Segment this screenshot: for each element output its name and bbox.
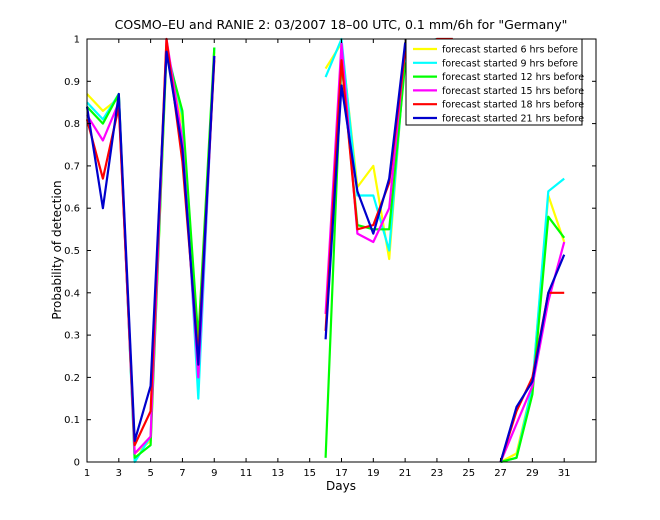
legend-label: forecast started 6 hrs before [442, 45, 578, 56]
x-tick-label: 21 [399, 468, 412, 479]
chart-title: COSMO–EU and RANIE 2: 03/2007 18–00 UTC,… [115, 17, 568, 32]
x-axis: 1 3 5 7 9 11 13 15 17 19 21 23 25 27 29 31 [84, 39, 571, 479]
x-tick-label: 9 [211, 468, 217, 479]
x-tick-label: 7 [179, 468, 185, 479]
x-tick-label: 25 [462, 468, 475, 479]
x-tick-label: 11 [240, 468, 253, 479]
series-line [85, 50, 216, 442]
x-tick-label: 3 [116, 468, 122, 479]
series-line [499, 254, 566, 463]
y-tick-label: 0.5 [64, 246, 80, 257]
y-tick-label: 0.7 [64, 161, 80, 172]
x-tick-label: 15 [303, 468, 316, 479]
y-tick-label: 0.3 [64, 331, 80, 342]
x-tick-label: 31 [558, 468, 571, 479]
y-tick-label: 0 [74, 458, 80, 469]
y-tick-label: 0.2 [64, 373, 80, 384]
y-tick-label: 0.8 [64, 119, 80, 130]
x-tick-label: 27 [494, 468, 507, 479]
y-tick-label: 0.9 [64, 77, 80, 88]
x-tick-label: 17 [335, 468, 348, 479]
x-axis-label: Days [326, 479, 356, 493]
x-tick-label: 5 [147, 468, 153, 479]
y-axis-label: Probability of detection [50, 180, 64, 319]
legend-label: forecast started 9 hrs before [442, 58, 578, 69]
series-line [86, 47, 216, 459]
x-tick-label: 19 [367, 468, 380, 479]
x-tick-label: 29 [526, 468, 539, 479]
y-tick-label: 1 [74, 35, 80, 46]
y-axis: 0 0.1 0.2 0.3 0.4 0.5 0.6 0.7 0.8 0.9 1 [64, 35, 596, 469]
legend-box [405, 38, 583, 126]
legend-label: forecast started 18 hrs before [442, 100, 584, 111]
x-tick-label: 1 [84, 468, 90, 479]
y-tick-label: 0.1 [64, 415, 80, 426]
legend-label: forecast started 15 hrs before [442, 86, 584, 97]
series-line [500, 215, 566, 464]
x-tick-label: 13 [272, 468, 285, 479]
legend: forecast started 6 hrs before forecast st… [405, 38, 584, 126]
y-tick-label: 0.4 [64, 288, 80, 299]
legend-label: forecast started 12 hrs before [442, 72, 584, 83]
y-tick-label: 0.6 [64, 204, 80, 215]
x-tick-label: 23 [431, 468, 444, 479]
legend-label: forecast started 21 hrs before [442, 114, 584, 125]
